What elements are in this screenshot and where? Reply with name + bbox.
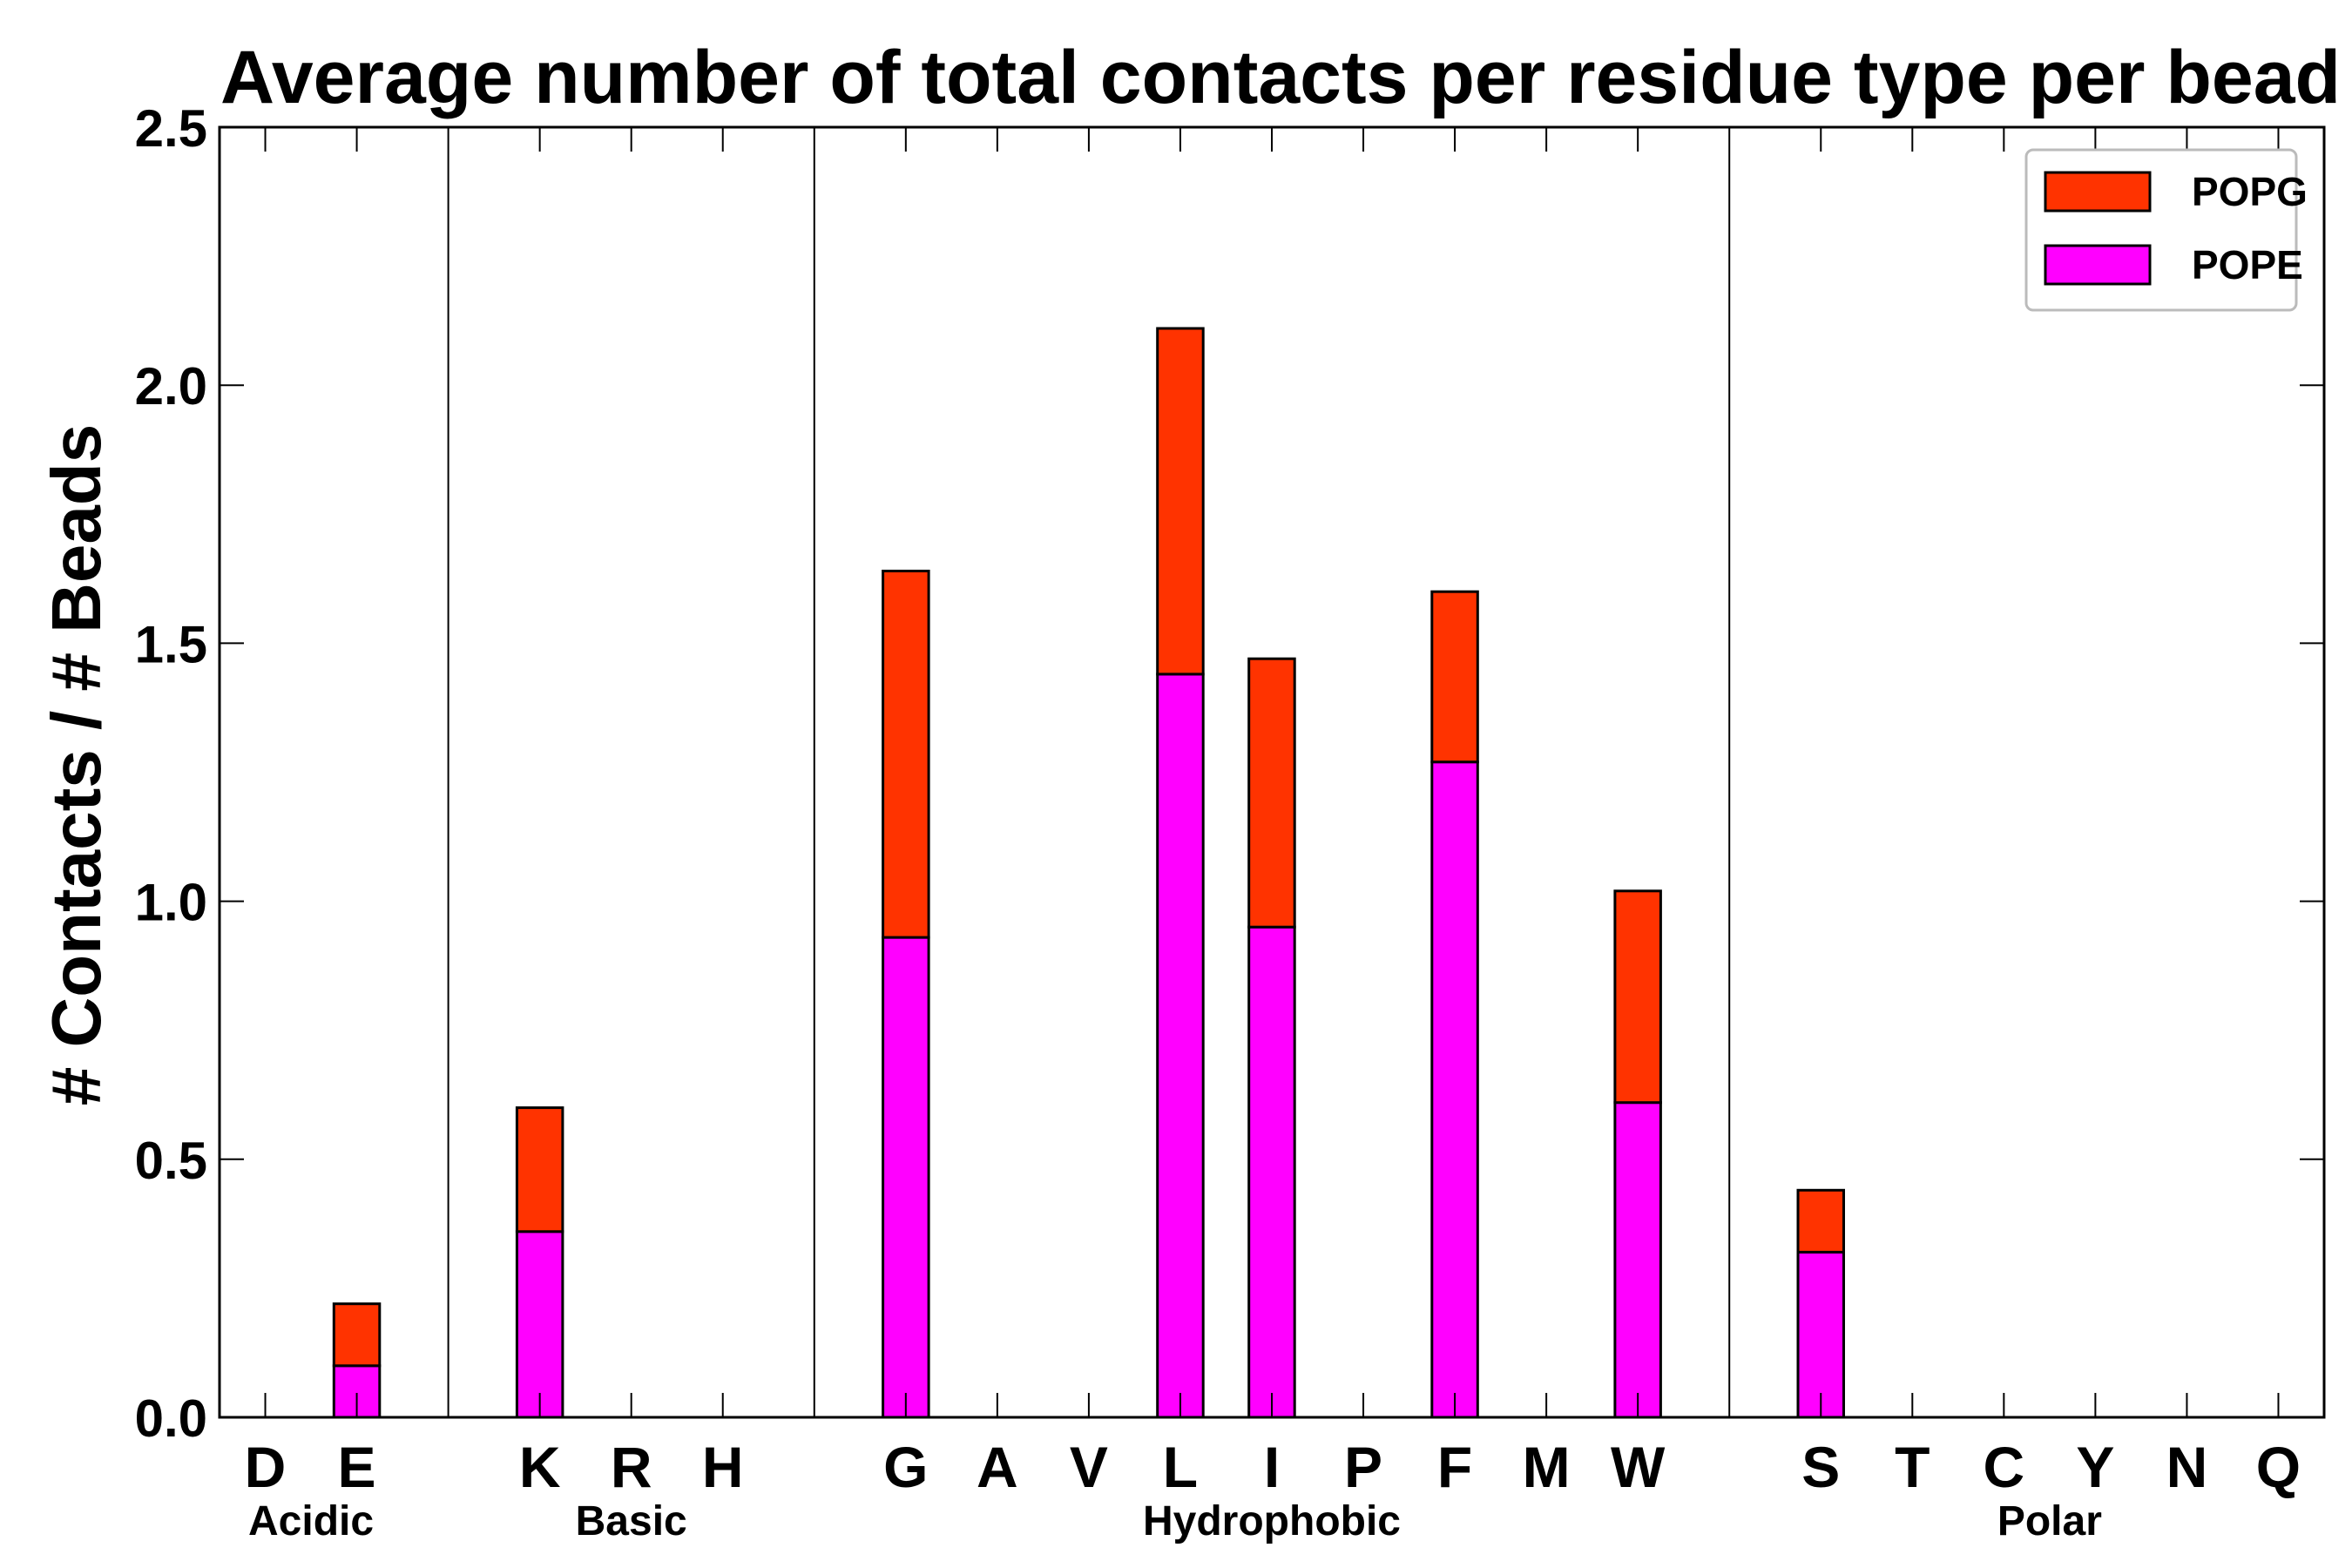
x-tick-label: D <box>245 1435 287 1499</box>
bar-popg-L <box>1156 327 1205 676</box>
x-tick-label: T <box>1895 1435 1930 1499</box>
x-tick-label: V <box>1070 1435 1108 1499</box>
bar-pope-I <box>1247 925 1296 1419</box>
y-tick-label: 1.0 <box>135 874 207 932</box>
y-axis-label: # Contacts / # Beads <box>37 424 115 1106</box>
y-tick-label: 1.5 <box>135 615 207 673</box>
bar-pope-G <box>882 936 930 1419</box>
x-tick-label: R <box>611 1435 652 1499</box>
bar-popg-G <box>882 570 930 939</box>
y-tick-label: 2.5 <box>135 99 207 158</box>
x-tick-label: G <box>883 1435 928 1499</box>
bar-popg-K <box>515 1106 564 1233</box>
x-tick-label: W <box>1611 1435 1666 1499</box>
legend: POPG POPE <box>2024 148 2308 312</box>
chart-title: Average number of total contacts per res… <box>220 36 2341 119</box>
x-tick-label: S <box>1801 1435 1840 1499</box>
legend-swatch-pope <box>2044 244 2152 286</box>
bar-popg-I <box>1247 657 1296 929</box>
x-tick-label: Q <box>2256 1435 2301 1499</box>
legend-swatch-popg <box>2044 171 2152 213</box>
x-tick-label: F <box>1437 1435 1472 1499</box>
y-tick-label: 0.0 <box>135 1389 207 1448</box>
axes-frame <box>218 125 2326 1419</box>
bar-popg-S <box>1796 1188 1845 1254</box>
x-tick-label: L <box>1163 1435 1198 1499</box>
group-label: Basic <box>576 1498 687 1544</box>
group-label: Polar <box>1997 1498 2102 1544</box>
bar-pope-F <box>1430 760 1479 1419</box>
legend-label-pope: POPE <box>2192 242 2303 287</box>
x-tick-label: M <box>1523 1435 1571 1499</box>
x-tick-label: A <box>977 1435 1018 1499</box>
x-tick-label: N <box>2166 1435 2208 1499</box>
x-tick-label: E <box>338 1435 376 1499</box>
plot-area: 0.0 0.5 1.0 1.5 2.0 2.5 D E K R H G A V L I P F M W S T C Y N Q Ac… <box>135 99 2326 1544</box>
bar-popg-E <box>332 1302 382 1368</box>
group-label: Hydrophobic <box>1143 1498 1401 1544</box>
x-tick-label: C <box>1984 1435 2025 1499</box>
bar-pope-K <box>515 1230 564 1419</box>
x-tick-label: Y <box>2076 1435 2114 1499</box>
x-tick-label: P <box>1344 1435 1382 1499</box>
bar-pope-W <box>1613 1101 1662 1419</box>
bar-pope-S <box>1796 1250 1845 1419</box>
y-tick-label: 2.0 <box>135 357 207 416</box>
x-tick-label: K <box>519 1435 561 1499</box>
y-tick-label: 0.5 <box>135 1132 207 1190</box>
group-label: Acidic <box>248 1498 374 1544</box>
x-tick-label: I <box>1264 1435 1280 1499</box>
bar-popg-F <box>1430 590 1479 764</box>
x-tick-label: H <box>702 1435 744 1499</box>
bar-popg-W <box>1613 889 1662 1105</box>
legend-label-popg: POPG <box>2192 169 2308 214</box>
bar-pope-L <box>1156 672 1205 1419</box>
